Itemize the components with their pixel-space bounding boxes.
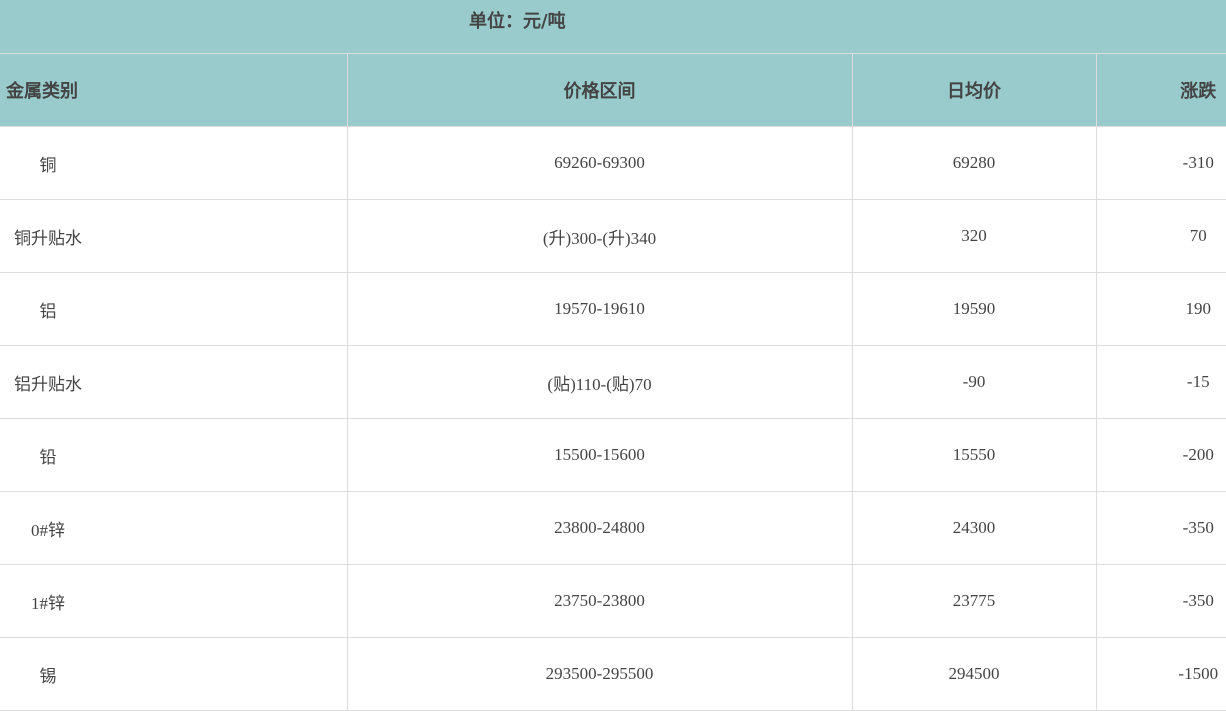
average-price-cell: 24300 xyxy=(852,491,1097,565)
change-cell: 190 xyxy=(1096,272,1226,346)
table-row: 铝 19570-19610 19590 190 xyxy=(0,272,1226,346)
table-row: 铜 69260-69300 69280 -310 xyxy=(0,126,1226,200)
price-range-cell: (贴)110-(贴)70 xyxy=(347,345,853,419)
metal-type-cell: 铅 xyxy=(0,418,348,492)
unit-row: 单位：元/吨 xyxy=(0,0,1226,54)
table-row: 铝升贴水 (贴)110-(贴)70 -90 -15 xyxy=(0,345,1226,419)
change-cell: -350 xyxy=(1096,564,1226,638)
change-cell: -200 xyxy=(1096,418,1226,492)
price-range-cell: 69260-69300 xyxy=(347,126,853,200)
average-price-cell: 19590 xyxy=(852,272,1097,346)
metal-name: 铅 xyxy=(39,447,57,467)
metal-name: 0#锌 xyxy=(31,520,65,540)
price-range-cell: (升)300-(升)340 xyxy=(347,199,853,273)
header-row: 金属类别 价格区间 日均价 涨跌 xyxy=(0,54,1226,127)
metal-type-cell: 0#锌 xyxy=(0,491,348,565)
price-range-cell: 23750-23800 xyxy=(347,564,853,638)
metal-name: 1#锌 xyxy=(31,593,65,613)
average-price-cell: 69280 xyxy=(852,126,1097,200)
header-average-price: 日均价 xyxy=(852,54,1097,127)
metal-type-cell: 铜升贴水 xyxy=(0,199,348,273)
change-cell: 70 xyxy=(1096,199,1226,273)
metal-name: 锡 xyxy=(39,666,57,686)
change-cell: -15 xyxy=(1096,345,1226,419)
metal-type-cell: 铝 xyxy=(0,272,348,346)
table-row: 铜升贴水 (升)300-(升)340 320 70 xyxy=(0,199,1226,273)
table-row: 锡 293500-295500 294500 -1500 xyxy=(0,637,1226,711)
price-range-cell: 15500-15600 xyxy=(347,418,853,492)
average-price-cell: 294500 xyxy=(852,637,1097,711)
metal-type-cell: 铝升贴水 xyxy=(0,345,348,419)
average-price-cell: 23775 xyxy=(852,564,1097,638)
metal-type-cell: 铜 xyxy=(0,126,348,200)
metal-name: 铜 xyxy=(39,155,57,175)
header-price-range: 价格区间 xyxy=(347,54,853,127)
change-cell: -310 xyxy=(1096,126,1226,200)
metal-type-cell: 锡 xyxy=(0,637,348,711)
metal-type-cell: 1#锌 xyxy=(0,564,348,638)
average-price-cell: 15550 xyxy=(852,418,1097,492)
price-range-cell: 19570-19610 xyxy=(347,272,853,346)
average-price-cell: 320 xyxy=(852,199,1097,273)
change-cell: -1500 xyxy=(1096,637,1226,711)
unit-label: 单位：元/吨 xyxy=(469,11,566,32)
header-label: 金属类别 xyxy=(6,81,78,102)
header-change: 涨跌 xyxy=(1096,54,1226,127)
change-cell: -350 xyxy=(1096,491,1226,565)
table-row: 0#锌 23800-24800 24300 -350 xyxy=(0,491,1226,565)
metal-name: 铝升贴水 xyxy=(14,374,82,394)
metal-name: 铝 xyxy=(39,301,57,321)
table-row: 铅 15500-15600 15550 -200 xyxy=(0,418,1226,492)
price-range-cell: 23800-24800 xyxy=(347,491,853,565)
header-metal-type: 金属类别 xyxy=(0,54,348,127)
metal-price-table: 金属类别 价格区间 日均价 涨跌 铜 69260-69300 69280 -310 铜升… xyxy=(0,54,1226,711)
price-range-cell: 293500-295500 xyxy=(347,637,853,711)
table-row: 1#锌 23750-23800 23775 -350 xyxy=(0,564,1226,638)
average-price-cell: -90 xyxy=(852,345,1097,419)
metal-name: 铜升贴水 xyxy=(14,228,82,248)
